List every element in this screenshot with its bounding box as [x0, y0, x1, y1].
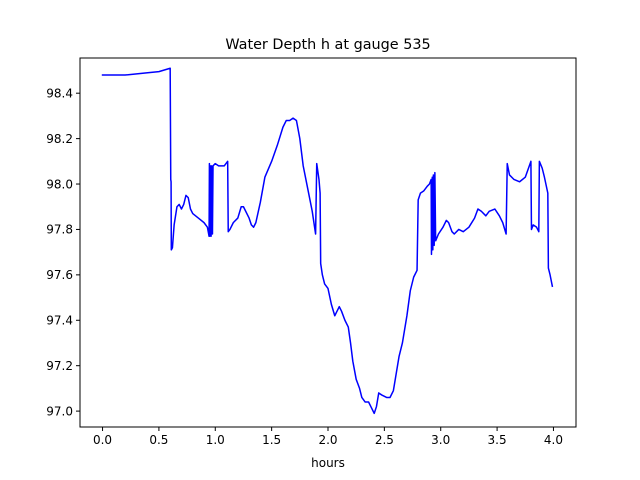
- x-tick-label: 0.5: [149, 433, 168, 447]
- x-tick-label: 3.5: [488, 433, 507, 447]
- x-tick-label: 2.5: [375, 433, 394, 447]
- x-tick-label: 3.0: [431, 433, 450, 447]
- x-tick-label: 4.0: [544, 433, 563, 447]
- x-tick-label: 0.0: [93, 433, 112, 447]
- series-line-water-depth: [101, 67, 554, 415]
- chart-title: Water Depth h at gauge 535: [225, 37, 430, 53]
- y-tick-label: 98.0: [46, 177, 73, 191]
- x-tick-label: 1.5: [262, 433, 281, 447]
- y-tick-label: 98.4: [46, 86, 73, 100]
- y-tick-label: 97.6: [46, 268, 73, 282]
- x-tick-label: 1.0: [206, 433, 225, 447]
- x-tick-label: 2.0: [318, 433, 337, 447]
- x-axis-ticks: 0.0 0.5 1.0 1.5 2.0 2.5 3.0 3.5 4.0: [93, 427, 563, 447]
- y-tick-label: 98.2: [46, 132, 73, 146]
- y-tick-label: 97.2: [46, 359, 73, 373]
- y-tick-label: 97.0: [46, 404, 73, 418]
- y-tick-label: 97.8: [46, 223, 73, 237]
- y-axis-ticks: 97.0 97.2 97.4 97.6 97.8 98.0 98.2 98.4: [46, 86, 80, 418]
- x-axis-label: hours: [311, 456, 345, 470]
- plot-frame: [79, 57, 577, 428]
- y-tick-label: 97.4: [46, 314, 73, 328]
